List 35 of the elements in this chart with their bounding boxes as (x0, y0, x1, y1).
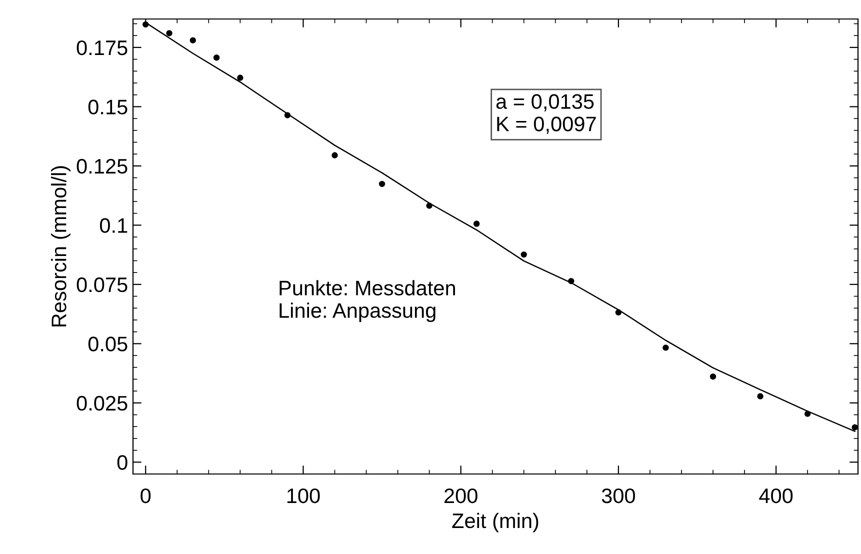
x-axis-title: Zeit (min) (452, 512, 538, 532)
y-tick-label: 0.125 (76, 158, 128, 174)
x-tick-label: 400 (759, 488, 793, 504)
point (804, 410, 811, 417)
point (615, 309, 622, 316)
point (426, 202, 432, 209)
y-tick-label: 0.05 (88, 336, 128, 352)
x-tick-label: 300 (602, 488, 635, 504)
point (332, 152, 338, 158)
y-tick-label: 0.175 (76, 40, 128, 56)
point (473, 220, 480, 227)
x-tick-label: 200 (444, 488, 478, 504)
point (284, 112, 291, 118)
point (142, 21, 149, 28)
annotation: a = 0,0135 K = 0,0097 (496, 94, 596, 134)
point (757, 393, 764, 400)
point (190, 37, 196, 44)
point (237, 74, 244, 81)
y-tick-label: 0 (117, 455, 128, 470)
x-tick-label: 100 (287, 488, 320, 504)
x-tick-label: 0 (140, 488, 151, 504)
point (710, 374, 716, 380)
point (852, 424, 858, 430)
annotation: Punkte: Messdaten Linie: Anpassung (280, 280, 455, 322)
point (166, 30, 172, 36)
y-tick-label: 0.025 (76, 396, 128, 411)
y-tick-label: 0.075 (76, 277, 128, 292)
y-tick-label: 0.15 (88, 100, 128, 114)
point (520, 251, 527, 258)
point (378, 180, 386, 188)
y-tick-label: 0.1 (100, 218, 128, 233)
y-axis-title: Resorcin (mmol/l) (51, 166, 70, 326)
point (662, 344, 669, 351)
point (213, 54, 220, 61)
point (568, 278, 574, 284)
